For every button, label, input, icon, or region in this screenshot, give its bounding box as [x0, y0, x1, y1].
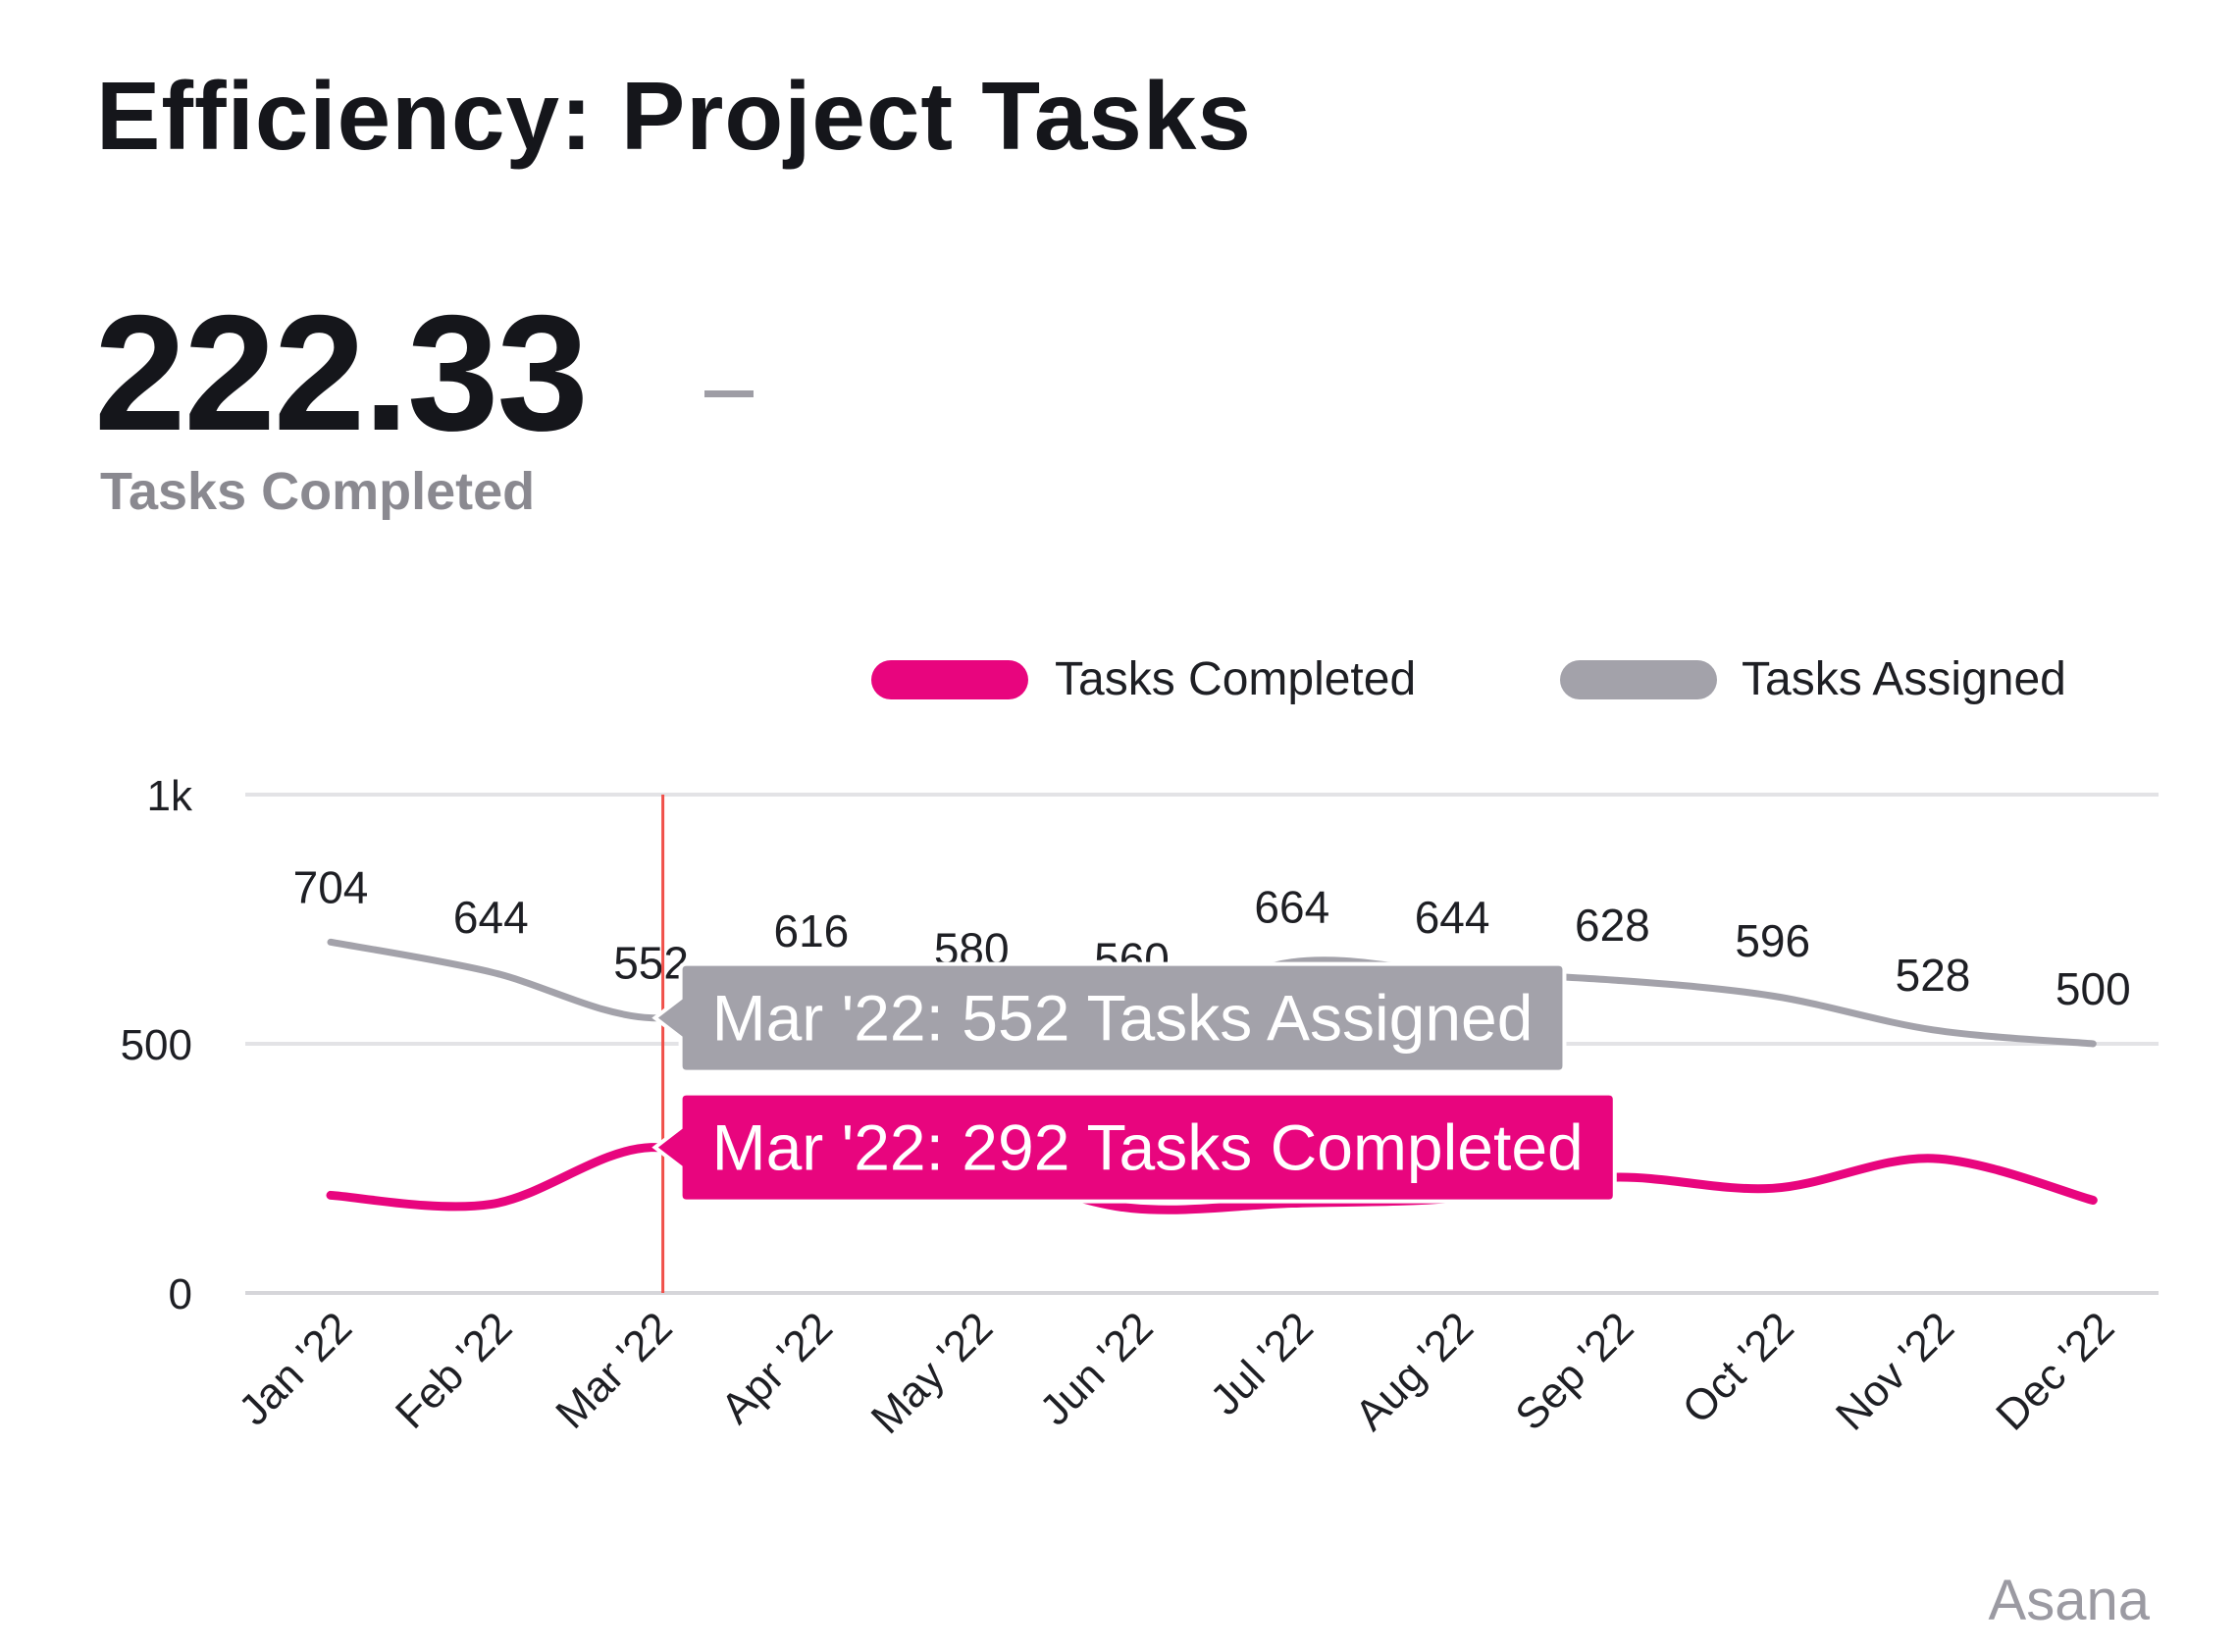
- asana-watermark: Asana: [1988, 1569, 2150, 1632]
- data-label-tasks-assigned: 500: [2056, 963, 2131, 1014]
- data-label-tasks-assigned: 628: [1575, 900, 1650, 951]
- y-axis-ticks: 0 500 1k: [121, 772, 193, 1318]
- legend[interactable]: Tasks Completed Tasks Assigned: [871, 653, 2066, 705]
- legend-item-tasks-assigned[interactable]: Tasks Assigned: [1560, 653, 2066, 705]
- kpi-label: Tasks Completed: [100, 462, 536, 521]
- data-label-tasks-assigned: 664: [1254, 882, 1329, 933]
- data-point-tasks-completed: [1932, 1158, 1934, 1160]
- legend-label: Tasks Completed: [1055, 653, 1416, 705]
- x-tick-label: Oct '22: [1674, 1303, 1803, 1432]
- x-tick-label: Apr '22: [712, 1303, 842, 1432]
- data-label-tasks-assigned: 616: [774, 905, 850, 956]
- data-label-tasks-assigned: 644: [1415, 892, 1490, 943]
- data-label-tasks-assigned: 528: [1896, 950, 1971, 1001]
- y-tick-label: 1k: [147, 772, 193, 820]
- data-label-tasks-assigned: 644: [453, 892, 529, 943]
- data-point-tasks-completed: [1772, 1187, 1774, 1189]
- legend-swatch: [871, 660, 1028, 699]
- x-tick-label: Dec '22: [1987, 1303, 2123, 1439]
- legend-label: Tasks Assigned: [1742, 653, 2066, 705]
- data-label-tasks-assigned: 704: [293, 861, 369, 912]
- page-title: Efficiency: Project Tasks: [96, 62, 1252, 170]
- x-tick-label: Mar '22: [546, 1303, 681, 1437]
- tooltip-box: [651, 961, 1567, 1074]
- data-point-tasks-assigned: [1932, 1029, 1934, 1031]
- x-tick-label: Jun '22: [1031, 1303, 1163, 1434]
- data-point-tasks-completed: [490, 1204, 492, 1206]
- data-point-tasks-completed: [330, 1194, 332, 1196]
- y-tick-label: 500: [121, 1021, 192, 1069]
- data-point-tasks-completed: [1131, 1208, 1133, 1210]
- x-tick-label: Aug '22: [1346, 1303, 1483, 1439]
- x-tick-label: May '22: [862, 1303, 1003, 1443]
- data-label-tasks-assigned: 552: [613, 938, 689, 989]
- tooltips: Mar '22: 552 Tasks Assigned Mar '22: 292 …: [651, 961, 1617, 1204]
- data-point-tasks-assigned: [1772, 995, 1774, 997]
- kpi-trend-dash: [704, 390, 754, 397]
- x-tick-label: Nov '22: [1827, 1303, 1963, 1439]
- x-tick-label: Jan '22: [230, 1303, 361, 1434]
- data-point-tasks-assigned: [330, 941, 332, 943]
- data-point-tasks-assigned: [1611, 979, 1613, 981]
- data-label-tasks-assigned: 596: [1735, 915, 1810, 966]
- x-tick-label: Feb '22: [387, 1303, 521, 1437]
- data-point-tasks-assigned: [651, 1017, 652, 1019]
- x-tick-label: Jul '22: [1201, 1303, 1323, 1424]
- series-line-tasks-completed: [326, 1143, 2098, 1214]
- kpi-value: 222.33: [94, 281, 589, 465]
- tooltip-tasks-assigned: Mar '22: 552 Tasks Assigned: [651, 961, 1567, 1074]
- data-point-tasks-assigned: [490, 971, 492, 973]
- tooltip-text: Mar '22: 552 Tasks Assigned: [712, 982, 1534, 1055]
- legend-item-tasks-completed[interactable]: Tasks Completed: [871, 653, 1416, 705]
- x-tick-label: Sep '22: [1506, 1303, 1642, 1439]
- x-axis-ticks: Jan '22 Feb '22 Mar '22 Apr '22 May '22 Jun '…: [230, 1303, 2123, 1443]
- tooltip-text: Mar '22: 292 Tasks Completed: [712, 1111, 1584, 1184]
- tooltip-tasks-completed: Mar '22: 292 Tasks Completed: [651, 1091, 1617, 1204]
- data-point-tasks-assigned: [2092, 1043, 2094, 1045]
- y-tick-label: 0: [169, 1270, 192, 1318]
- tooltip-box: [651, 1091, 1617, 1204]
- data-point-tasks-completed: [2092, 1200, 2094, 1202]
- legend-swatch: [1560, 660, 1717, 699]
- data-point-tasks-completed: [651, 1147, 652, 1149]
